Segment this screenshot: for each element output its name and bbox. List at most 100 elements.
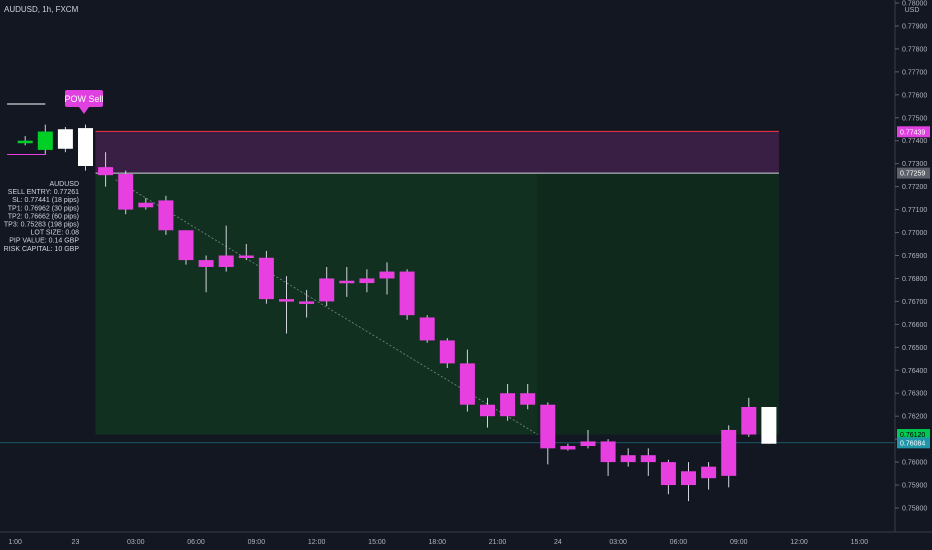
candle-body [118, 174, 134, 210]
candle[interactable] [620, 448, 636, 467]
time-tick-label: 15:00 [368, 539, 386, 546]
info-line: SELL ENTRY: 0.77261 [8, 189, 79, 196]
time-tick-label: 18:00 [428, 539, 446, 546]
time-tick-label: 12:00 [790, 539, 808, 546]
candle[interactable] [359, 269, 375, 293]
price-tick-label: 0.75800 [902, 506, 927, 513]
candle-body [218, 255, 234, 267]
candle-body [600, 441, 616, 463]
price-tag-background [897, 126, 930, 138]
price-tick-label: 0.77300 [902, 161, 927, 168]
candle[interactable] [500, 384, 516, 421]
candle[interactable] [78, 124, 93, 171]
candle[interactable] [37, 124, 53, 155]
price-tick-label: 0.78000 [902, 1, 927, 8]
price-tick-label: 0.76000 [902, 460, 927, 467]
candle[interactable] [379, 262, 395, 295]
candle-body [520, 393, 536, 405]
info-line: TP3: 0.75283 (198 pips) [4, 222, 79, 229]
price-tick-label: 0.76900 [902, 253, 927, 260]
candle[interactable] [480, 397, 495, 428]
candle[interactable] [258, 250, 274, 304]
candle[interactable] [299, 289, 315, 318]
price-tick-label: 0.77200 [902, 184, 927, 191]
candle[interactable] [198, 255, 214, 293]
price-tick-label: 0.77000 [902, 230, 927, 237]
candle[interactable] [540, 402, 556, 465]
signal-marker: POW Sell [64, 90, 104, 114]
candle[interactable] [319, 266, 335, 306]
candle[interactable] [600, 439, 616, 476]
price-tag-label: 0.77259 [900, 171, 925, 178]
info-line: LOT SIZE: 0.08 [30, 230, 79, 237]
price-tag: 0.77259 [897, 167, 930, 179]
candle-body [258, 257, 274, 300]
price-tick-label: 0.77100 [902, 207, 927, 214]
candle[interactable] [399, 269, 415, 320]
signal-pointer [79, 107, 89, 114]
candle[interactable] [279, 276, 294, 334]
price-axis[interactable]: 0.78000 0.77900 0.77800 0.77700 0.77600 0.775… [894, 0, 932, 532]
candle[interactable] [761, 407, 777, 444]
time-tick-label: 1:00 [8, 539, 22, 546]
candle[interactable] [681, 462, 696, 502]
candle[interactable] [439, 338, 455, 368]
candle[interactable] [238, 244, 254, 261]
candle-body [319, 278, 335, 302]
candle-body [721, 429, 737, 476]
candle-body [640, 455, 656, 463]
info-line: PIP VALUE: 0.14 GBP [9, 238, 79, 245]
candle-body [701, 466, 717, 479]
candle-body [339, 280, 355, 284]
candle-body [299, 301, 315, 304]
candle[interactable] [98, 152, 114, 187]
candle[interactable] [118, 170, 134, 215]
price-tag-background [897, 429, 930, 441]
time-tick-label: 15:00 [851, 539, 869, 546]
price-tick-label: 0.77400 [902, 138, 927, 145]
signal-label: POW Sell [64, 94, 103, 104]
candle[interactable] [138, 198, 154, 210]
candle-body [57, 129, 73, 149]
candle[interactable] [339, 266, 355, 297]
candle[interactable] [640, 448, 656, 476]
candle-body [560, 446, 576, 450]
time-tick-label: 06:00 [670, 539, 688, 546]
time-axis-background [0, 532, 932, 550]
candle[interactable] [520, 384, 536, 410]
candle[interactable] [741, 397, 757, 437]
candle[interactable] [17, 136, 33, 146]
candle[interactable] [560, 443, 576, 451]
candle[interactable] [580, 429, 596, 449]
target-zone-extension [537, 173, 779, 435]
candle-body [459, 363, 475, 405]
candle-body [399, 271, 415, 316]
candle[interactable] [660, 459, 676, 495]
axis-currency: USD [905, 7, 920, 14]
time-tick-label: 23 [72, 539, 80, 546]
candle-body [359, 278, 375, 284]
time-tick-label: 03:00 [127, 539, 145, 546]
candle[interactable] [218, 225, 234, 272]
candle[interactable] [701, 462, 717, 490]
symbol-title: AUDUSD, 1h, FXCM [4, 5, 79, 14]
candles[interactable] [17, 124, 777, 502]
candle-body [419, 317, 435, 341]
candle[interactable] [721, 425, 737, 488]
candle[interactable] [57, 126, 73, 153]
candle[interactable] [158, 195, 174, 235]
candle[interactable] [419, 315, 435, 343]
candle-body [480, 404, 495, 417]
candle[interactable] [178, 230, 194, 265]
price-tag-label: 0.76120 [900, 432, 925, 439]
time-tick-label: 12:00 [308, 539, 326, 546]
candle[interactable] [459, 349, 475, 412]
price-axis-background [895, 0, 932, 532]
price-tick-label: 0.76700 [902, 299, 927, 306]
candle-body [78, 128, 93, 166]
guide-lines [0, 103, 895, 444]
time-axis[interactable]: 1:00 23 03:00 06:00 09:00 12:00 15:00 18:00 21:0… [0, 531, 932, 550]
